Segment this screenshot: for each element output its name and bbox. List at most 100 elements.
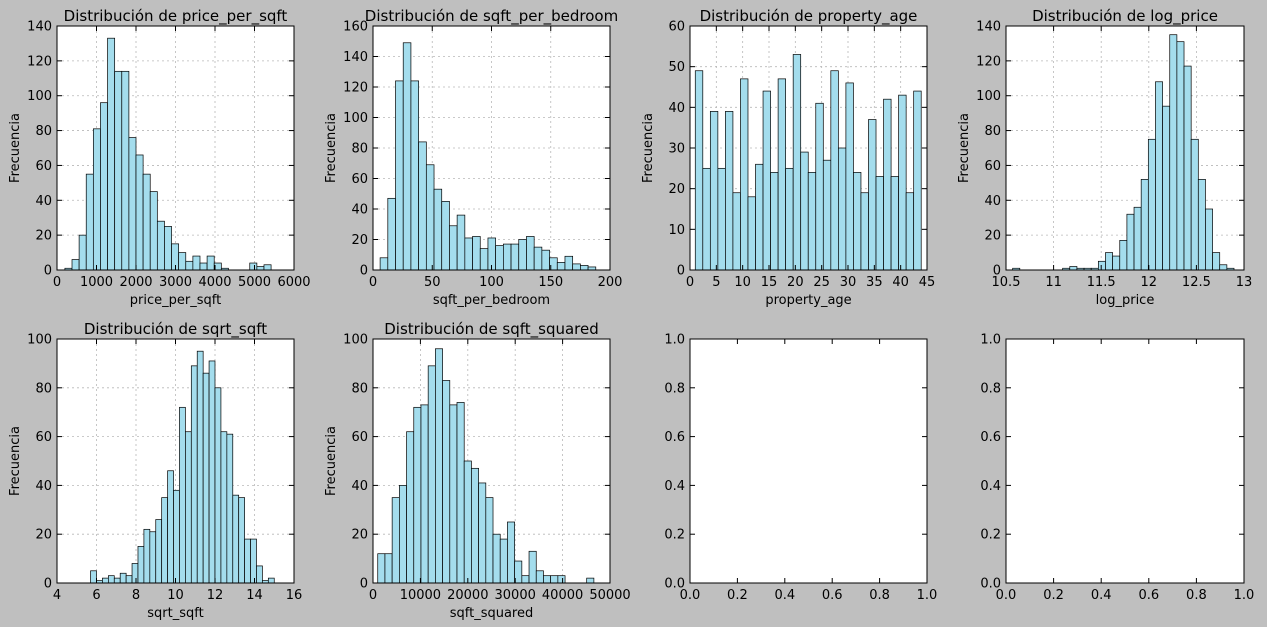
histogram-bar: [479, 248, 489, 271]
subplot-title: Distribución de property_age: [700, 7, 918, 26]
x-tick-label: 4000: [198, 275, 231, 290]
x-tick-label: 50000: [589, 588, 630, 603]
x-tick-label: 0.2: [727, 588, 748, 603]
subplot-title: Distribución de sqrt_sqft: [84, 320, 267, 339]
y-tick-label: 0.8: [980, 381, 1001, 396]
histogram-bar: [815, 102, 824, 271]
histogram-bar: [137, 546, 145, 584]
histogram-bar: [102, 577, 109, 584]
subplot-title: Distribución de log_price: [1032, 7, 1218, 26]
x-tick-label: 10: [734, 275, 751, 290]
histogram-bar: [1105, 252, 1113, 271]
histogram-bar: [161, 497, 168, 584]
histogram-bar: [119, 572, 127, 584]
histogram-bar: [173, 489, 180, 584]
y-tick-label: 40: [35, 479, 52, 494]
y-tick-label: 40: [984, 194, 1001, 209]
y-tick-label: 20: [984, 229, 1001, 244]
subplot-7: 0.0 0.2 0.4 0.6 0.8 1.0 0.0 0.2 0.4 0.6 0.8 1.0: [664, 333, 937, 604]
histogram-bar: [770, 172, 779, 271]
histogram-bar: [898, 94, 907, 271]
histogram-bar: [1205, 208, 1213, 271]
x-axis-label: property_age: [765, 293, 851, 308]
histogram-bar: [472, 236, 481, 271]
y-tick-label: 140: [27, 20, 52, 35]
subplot-title: Distribución de sqft_squared: [384, 320, 599, 339]
histogram-bar: [1162, 105, 1171, 271]
histogram-bar: [853, 172, 862, 271]
x-tick-label: 10: [167, 588, 184, 603]
histogram-bar: [125, 575, 133, 584]
plot-frame: [1005, 25, 1245, 271]
x-tick-label: 0: [53, 275, 61, 290]
histogram-bar: [586, 577, 595, 584]
x-tick-label: 15: [761, 275, 778, 290]
y-tick-label: 60: [668, 20, 685, 35]
histogram-bar: [868, 119, 877, 271]
histogram-bar: [830, 70, 839, 271]
y-tick-label: 0: [360, 577, 368, 592]
histogram-bar: [232, 494, 240, 584]
histogram-bar: [156, 220, 165, 271]
y-axis-label: Frecuencia: [641, 113, 656, 183]
histogram-bar: [883, 98, 892, 271]
x-tick-label: 0.6: [822, 588, 843, 603]
x-tick-label: 6000: [277, 275, 310, 290]
histogram-bar: [905, 192, 915, 271]
histogram-bar: [503, 243, 512, 271]
x-tick-label: 0.6: [1138, 588, 1159, 603]
histogram-bar: [214, 387, 222, 584]
histogram-bar: [449, 225, 458, 271]
histogram-bar: [740, 78, 749, 271]
histogram-bar: [167, 470, 174, 584]
histogram-bar: [543, 575, 552, 584]
histogram-bar: [1169, 34, 1178, 271]
y-tick-label: 80: [35, 381, 52, 396]
histogram-bar: [190, 365, 198, 584]
histogram-bar: [202, 372, 210, 584]
histogram-bar: [410, 80, 419, 271]
x-axis-label: price_per_sqft: [130, 293, 221, 308]
histogram-bar: [387, 197, 396, 271]
x-tick-label: 40: [892, 275, 909, 290]
subplot-title: Distribución de sqft_per_bedroom: [365, 7, 618, 26]
histogram-bar: [85, 173, 94, 271]
y-tick-label: 0.2: [980, 528, 1001, 543]
x-tick-label: 200: [598, 275, 623, 290]
y-tick-label: 30: [668, 142, 685, 157]
histogram-bar: [822, 159, 832, 271]
histogram-bar: [1219, 264, 1228, 271]
y-tick-label: 0.4: [664, 479, 685, 494]
x-tick-label: 25: [813, 275, 830, 290]
y-axis-label: Frecuencia: [324, 113, 339, 183]
y-tick-label: 120: [343, 81, 368, 96]
histogram-bar: [890, 176, 899, 271]
x-tick-label: 35: [866, 275, 883, 290]
y-axis-label: Frecuencia: [8, 113, 23, 183]
histogram-bar: [143, 528, 151, 584]
histogram-bar: [495, 245, 504, 271]
histogram-bar: [550, 575, 559, 584]
x-tick-label: 50: [424, 275, 441, 290]
y-tick-label: 0.6: [664, 430, 685, 445]
histogram-bar: [402, 42, 412, 271]
histogram-bar: [1176, 41, 1185, 271]
y-tick-label: 120: [976, 54, 1001, 69]
y-tick-label: 40: [351, 479, 368, 494]
y-tick-label: 80: [351, 142, 368, 157]
y-tick-label: 80: [351, 381, 368, 396]
histogram-bar: [694, 70, 704, 271]
x-tick-label: 0.0: [680, 588, 701, 603]
y-axis-label: Frecuencia: [324, 426, 339, 496]
histogram-bar: [913, 90, 922, 271]
y-tick-label: 160: [343, 20, 368, 35]
y-tick-label: 40: [351, 203, 368, 218]
x-tick-label: 10.5: [992, 275, 1021, 290]
histogram-bar: [418, 141, 427, 271]
histogram-bar: [149, 531, 157, 584]
y-axis-label: Frecuencia: [957, 113, 972, 183]
histogram-bar: [777, 78, 786, 271]
histogram-bar: [128, 137, 137, 271]
histogram-bar: [442, 380, 451, 584]
histogram-bar: [1112, 255, 1121, 271]
